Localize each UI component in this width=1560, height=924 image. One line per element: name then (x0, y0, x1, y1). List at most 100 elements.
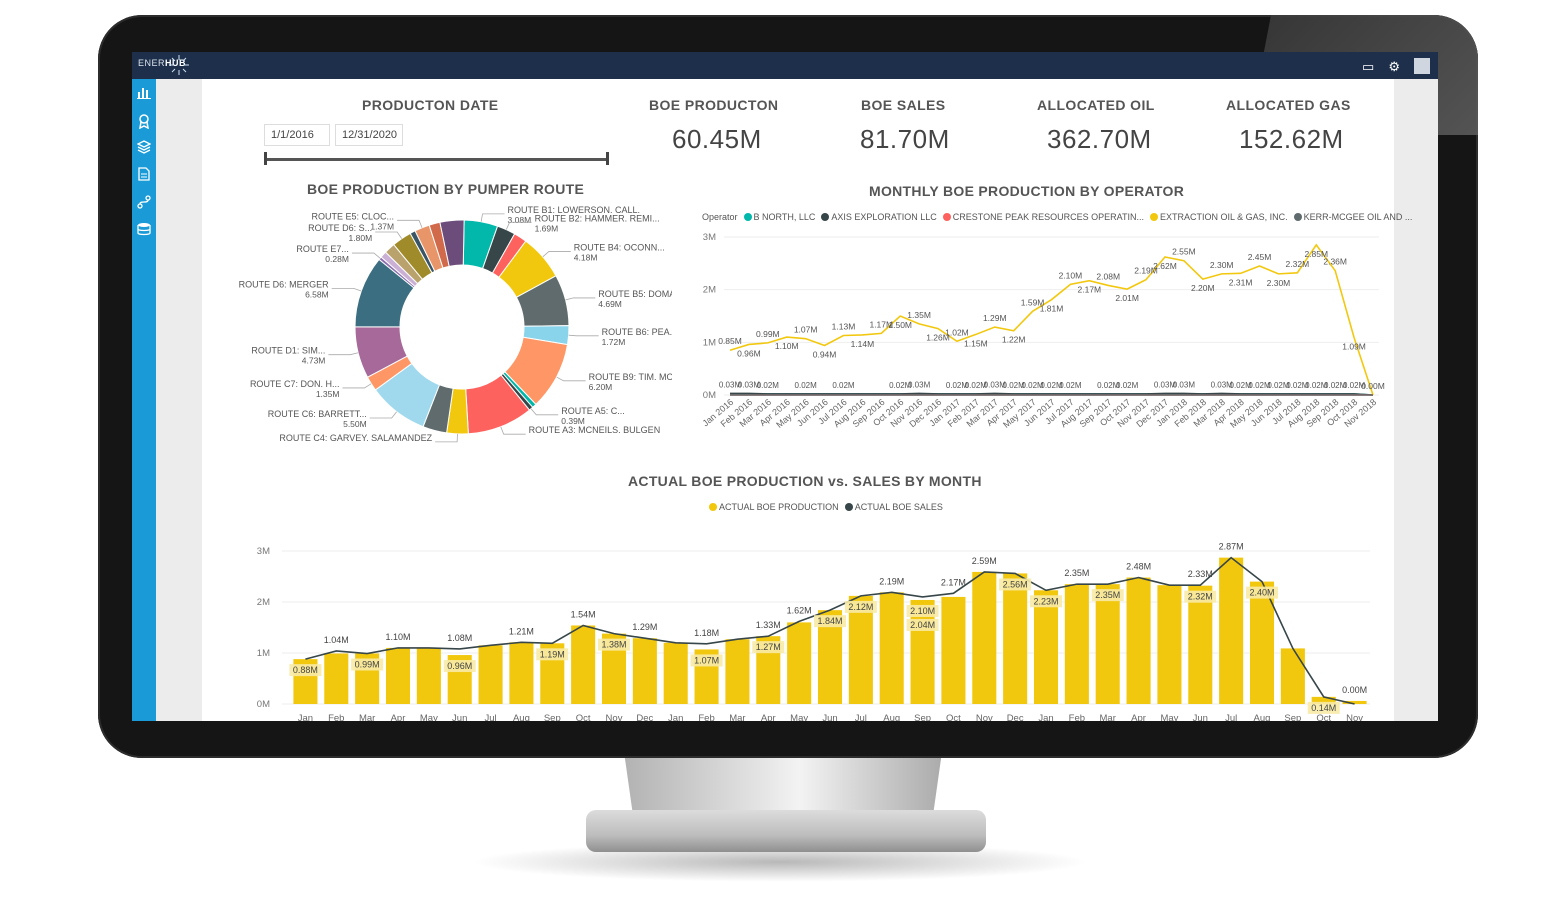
document-icon[interactable] (136, 167, 152, 185)
slice-value-label: 4.69M (598, 299, 622, 309)
data-label-small: 0.03M (984, 380, 1007, 389)
production-bar (1219, 557, 1244, 704)
production-bar (1064, 584, 1089, 704)
slice-leader-line (351, 252, 381, 259)
x-month-label: Aug (1254, 713, 1271, 721)
data-label-small: 0.02M (889, 381, 912, 390)
production-data-label: 2.40M (1249, 588, 1274, 598)
slider-handle-end[interactable] (606, 152, 609, 165)
y-tick-label: 1M (703, 337, 716, 348)
data-label-small: 0.02M (795, 381, 818, 390)
slice-value-label: 6.58M (305, 289, 329, 299)
legend-item[interactable]: ACTUAL BOE SALES (844, 502, 943, 512)
legend-item[interactable]: EXTRACTION OIL & GAS, INC. (1149, 212, 1288, 222)
data-label-small: 0.03M (908, 380, 931, 389)
data-label: 2.19M (1134, 266, 1158, 276)
layers-icon[interactable] (136, 140, 152, 158)
legend-item[interactable]: CRESTONE PEAK RESOURCES OPERATIN... (942, 212, 1144, 222)
legend-item[interactable]: ACTUAL BOE PRODUCTION (709, 502, 839, 512)
left-gutter (156, 79, 202, 721)
production-data-label: 2.35M (1095, 590, 1120, 600)
start-date-input[interactable]: 1/1/2016 (264, 124, 330, 146)
combo-chart-title: ACTUAL BOE PRODUCTION vs. SALES BY MONTH (628, 473, 982, 489)
production-label-bg (1307, 701, 1340, 714)
data-label: 1.13M (832, 321, 856, 331)
data-label: 2.20M (1191, 283, 1215, 293)
right-gutter (1394, 79, 1438, 721)
data-label: 2.85M (1304, 249, 1328, 259)
bar-chart-icon[interactable] (136, 85, 152, 103)
x-month-label: Oct (1316, 713, 1331, 721)
x-month-label: Sep (1284, 713, 1301, 721)
production-bar (1157, 585, 1182, 704)
data-label: 1.14M (851, 339, 875, 349)
kpi-label-boe-production: BOE PRODUCTON (649, 97, 779, 113)
production-data-label: 0.14M (1311, 703, 1336, 713)
sales-data-label: 1.18M (694, 628, 719, 638)
combo-chart[interactable]: 0M1M2M3MJan2016Feb2016Mar2016Apr2016May2… (202, 506, 1394, 721)
data-label: 2.62M (1153, 261, 1177, 271)
app-logo[interactable]: ENERHUB (138, 58, 187, 68)
x-month-label: May (790, 713, 808, 721)
data-label-small: 0.02M (1059, 381, 1082, 390)
slice-value-label: 1.72M (602, 337, 626, 347)
x-month-label: Oct (946, 713, 961, 721)
database-icon[interactable] (136, 222, 152, 240)
slice-value-label: 6.20M (589, 382, 613, 392)
series-line (730, 392, 1374, 396)
slider-handle-start[interactable] (264, 152, 267, 165)
slice-leader-line (556, 376, 586, 382)
production-data-label: 1.07M (694, 655, 719, 665)
slice-label: ROUTE B1: LOWERSON. CALL. (508, 205, 641, 215)
legend-item[interactable]: AXIS EXPLORATION LLC (821, 212, 937, 222)
donut-chart[interactable]: ROUTE B1: LOWERSON. CALL.3.08M ROUTE B2: … (202, 199, 672, 469)
data-label: 0.96M (737, 348, 761, 358)
x-month-label: Aug (513, 713, 530, 721)
production-label-bg (351, 658, 384, 671)
production-bar (941, 596, 966, 704)
data-label: 0.94M (813, 349, 837, 359)
slice-leader-line (435, 433, 458, 443)
production-bar (632, 638, 657, 704)
slice-value-label: 4.18M (574, 253, 598, 263)
slice-label: ROUTE E7... (296, 244, 349, 254)
x-month-label: Nov (976, 713, 993, 721)
data-label-small: 0.02M (1248, 381, 1271, 390)
production-bar (1249, 581, 1275, 704)
data-label: 2.36M (1323, 257, 1347, 267)
data-label: 1.09M (1342, 342, 1366, 352)
inbox-icon[interactable]: ▭ (1362, 58, 1375, 74)
slice-leader-line (331, 287, 362, 292)
x-month-label: Jan (1038, 713, 1053, 721)
award-icon[interactable] (136, 113, 152, 131)
x-month-label: Jan (298, 713, 313, 721)
x-month-label: Mar (729, 713, 745, 721)
gear-icon[interactable]: ⚙ (1388, 58, 1400, 74)
production-data-label: 0.99M (355, 660, 380, 670)
production-data-label: 2.32M (1188, 592, 1213, 602)
kpi-label-allocated-gas: ALLOCATED GAS (1226, 97, 1351, 113)
data-label: 2.32M (1286, 259, 1310, 269)
x-month-label: Mar (1100, 713, 1116, 721)
sales-data-label: 2.33M (1188, 569, 1213, 579)
slice-label: ROUTE C7: DON. H... (250, 379, 340, 389)
data-label: 2.30M (1210, 260, 1234, 270)
data-label: 0.99M (756, 329, 780, 339)
legend-item[interactable]: B NORTH, LLC (743, 212, 815, 222)
end-date-input[interactable]: 12/31/2020 (335, 124, 403, 146)
y-tick-label: 2M (257, 597, 270, 608)
slice-leader-line (568, 334, 599, 337)
slice-label: ROUTE B2: HAMMER. REMI... (535, 213, 660, 223)
production-label-bg (1184, 590, 1217, 603)
slice-leader-line (328, 352, 359, 356)
network-icon[interactable] (136, 195, 152, 213)
production-data-label: 0.96M (447, 661, 472, 671)
legend-item[interactable]: KERR-MCGEE OIL AND ... (1293, 212, 1412, 222)
x-month-label: May (1160, 713, 1178, 721)
date-range-slider[interactable] (265, 158, 609, 161)
sales-data-label: 2.17M (941, 577, 966, 587)
user-avatar-icon[interactable] (1414, 58, 1430, 74)
donut-slice (439, 219, 465, 267)
data-label: 2.10M (1059, 270, 1083, 280)
